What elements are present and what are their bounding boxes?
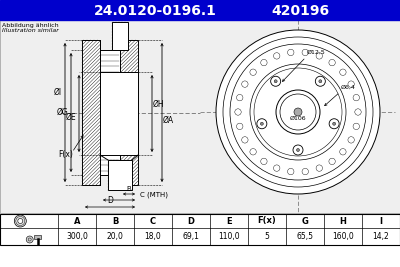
Bar [100, 72, 138, 155]
Circle shape [316, 53, 322, 59]
Text: A: A [74, 217, 80, 226]
Bar [112, 22, 128, 50]
Text: E: E [226, 217, 232, 226]
Bar [120, 40, 138, 185]
Text: D: D [188, 217, 194, 226]
Circle shape [250, 149, 256, 155]
Text: ØE: ØE [65, 113, 76, 122]
Text: 110,0: 110,0 [218, 232, 240, 241]
Text: C: C [150, 217, 156, 226]
Bar [82, 40, 100, 185]
Circle shape [235, 109, 241, 115]
Circle shape [261, 158, 267, 164]
Bar [108, 160, 132, 190]
Text: 14,2: 14,2 [373, 232, 389, 241]
Circle shape [294, 108, 302, 116]
Circle shape [288, 168, 294, 175]
Circle shape [242, 137, 248, 143]
Circle shape [271, 76, 281, 86]
Text: 18,0: 18,0 [145, 232, 161, 241]
Circle shape [302, 168, 308, 175]
Text: ØH: ØH [153, 100, 165, 109]
Circle shape [274, 165, 280, 171]
Bar [0, 20, 400, 213]
Text: Illustration similar: Illustration similar [2, 28, 59, 33]
Text: 160,0: 160,0 [332, 232, 354, 241]
Text: B: B [127, 186, 131, 192]
Circle shape [353, 123, 360, 129]
Circle shape [236, 95, 243, 101]
Circle shape [293, 145, 303, 155]
Text: Ø12,5: Ø12,5 [307, 50, 326, 55]
Text: 420196: 420196 [271, 4, 329, 18]
Circle shape [250, 69, 256, 75]
Circle shape [348, 81, 354, 87]
Circle shape [14, 215, 26, 227]
Text: I: I [380, 217, 382, 226]
Circle shape [355, 109, 361, 115]
Text: 300,0: 300,0 [66, 232, 88, 241]
Text: D: D [107, 196, 113, 205]
Text: ØG: ØG [56, 108, 68, 117]
Circle shape [348, 137, 354, 143]
Text: G: G [302, 217, 308, 226]
Circle shape [333, 122, 336, 125]
Circle shape [329, 158, 335, 164]
Text: 69,1: 69,1 [182, 232, 200, 241]
Circle shape [274, 53, 280, 59]
Text: 20,0: 20,0 [106, 232, 124, 241]
Circle shape [276, 90, 320, 134]
Circle shape [353, 95, 360, 101]
Circle shape [302, 49, 308, 56]
Circle shape [340, 149, 346, 155]
Circle shape [18, 218, 23, 223]
Text: ØA: ØA [163, 116, 174, 125]
Bar [0, 20, 400, 213]
Circle shape [261, 60, 267, 66]
Circle shape [216, 30, 380, 194]
Text: F(x): F(x) [258, 217, 276, 226]
Text: Abbildung ähnlich: Abbildung ähnlich [2, 23, 59, 28]
Text: Ø106: Ø106 [290, 116, 307, 121]
Text: 65,5: 65,5 [296, 232, 314, 241]
Circle shape [257, 119, 267, 129]
Bar [100, 50, 120, 175]
Circle shape [316, 165, 322, 171]
Circle shape [26, 236, 33, 243]
Text: B: B [112, 217, 118, 226]
Circle shape [329, 119, 339, 129]
Circle shape [260, 122, 263, 125]
Bar [34, 234, 41, 238]
Text: Ø6,4: Ø6,4 [341, 85, 356, 90]
Circle shape [288, 49, 294, 56]
Circle shape [315, 76, 325, 86]
Circle shape [296, 148, 300, 151]
Circle shape [242, 81, 248, 87]
Circle shape [319, 80, 322, 83]
Circle shape [236, 123, 243, 129]
Text: 24.0120-0196.1: 24.0120-0196.1 [94, 4, 216, 18]
Circle shape [340, 69, 346, 75]
Circle shape [329, 60, 335, 66]
Text: C (MTH): C (MTH) [140, 191, 168, 198]
Text: F(x): F(x) [58, 150, 73, 159]
Bar [0, 0, 400, 20]
Bar [0, 214, 400, 245]
Text: ATE: ATE [271, 143, 345, 177]
Circle shape [274, 80, 277, 83]
Text: 5: 5 [264, 232, 270, 241]
Text: ØI: ØI [54, 88, 62, 97]
Text: H: H [340, 217, 346, 226]
